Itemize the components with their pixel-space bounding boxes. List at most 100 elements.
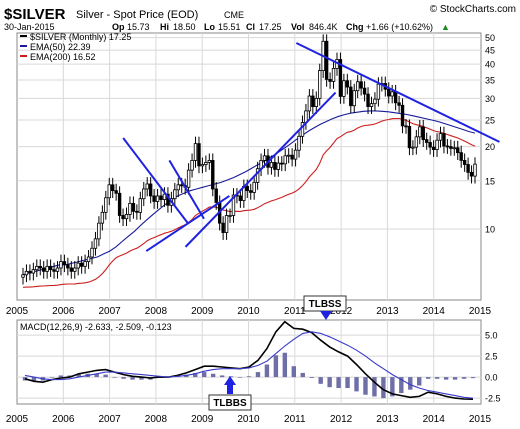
y-tick-label: 10: [485, 224, 495, 234]
tlbss-annotation: TLBSS: [303, 295, 347, 320]
candle-body: [373, 98, 377, 105]
candle-body: [286, 154, 291, 157]
macd-histogram-bar: [282, 352, 288, 378]
candle-body: [207, 160, 212, 163]
macd-histogram-bar: [112, 377, 117, 378]
macd-histogram-bar: [354, 377, 359, 392]
legend-ema200: EMA(200) 16.52: [30, 52, 96, 62]
candle-body: [269, 162, 274, 168]
x-tick-label: 2013: [376, 414, 399, 425]
candle-body: [456, 147, 460, 154]
trendline-downtrend: [295, 42, 500, 143]
candle-body: [359, 81, 363, 89]
candle-body: [473, 163, 477, 177]
macd-histogram-bar: [103, 374, 108, 378]
candle-body: [69, 267, 74, 272]
x-tick-label: 2005: [6, 306, 29, 317]
instrument-name: Silver - Spot Price (EOD): [76, 9, 198, 21]
candle-body: [293, 149, 298, 160]
candle-body: [114, 190, 118, 194]
op-label: Op: [112, 22, 125, 32]
macd-histogram-bar: [318, 377, 323, 384]
candle-body: [249, 190, 253, 193]
candle-body: [273, 162, 277, 170]
macd-histogram-bar: [399, 377, 404, 394]
ema50-line: [22, 110, 476, 276]
candle-body: [376, 83, 381, 100]
candle-body: [466, 164, 470, 173]
macd-histogram-bar: [58, 375, 64, 378]
candle-body: [328, 78, 332, 82]
candle-body: [459, 152, 463, 161]
x-tick-label: 2011: [284, 306, 306, 317]
candle-body: [62, 261, 67, 266]
macd-histogram-bar: [300, 372, 305, 378]
candle-body: [362, 87, 367, 95]
macd-histogram-bar: [94, 373, 99, 378]
candle-body: [21, 274, 25, 278]
macd-histogram-bar: [461, 377, 467, 379]
x-tick-label: 2006: [52, 414, 75, 425]
candle-body: [83, 261, 87, 267]
candle-body: [100, 211, 105, 224]
vol-label: Vol: [291, 22, 304, 32]
candle-body: [93, 238, 98, 249]
candle-body: [238, 195, 243, 201]
macd-histogram-bar: [426, 377, 431, 379]
candle-body: [390, 91, 394, 97]
candle-body: [107, 184, 111, 199]
candle-body: [86, 256, 91, 262]
candle-body: [424, 139, 429, 143]
candle-body: [431, 146, 436, 150]
candle-body: [300, 122, 305, 137]
tlbss-label: TLBSS: [309, 299, 342, 310]
macd-histogram-bar: [273, 355, 279, 378]
candle-body: [245, 186, 249, 192]
candle-body: [311, 95, 315, 107]
macd-lines-layer: [24, 320, 474, 400]
candle-body: [449, 146, 453, 149]
candle-body: [452, 147, 456, 150]
macd-signal-line: [24, 331, 474, 399]
candle-body: [42, 267, 46, 272]
candle-body: [438, 133, 443, 141]
candle-body: [397, 102, 401, 106]
candle-body: [197, 143, 201, 167]
candle-body: [224, 215, 229, 233]
macd-histogram-bar: [470, 377, 476, 379]
candle-body: [345, 80, 350, 88]
candle-body: [314, 97, 318, 107]
price-legend: $SILVER (Monthly) 17.25 EMA(50) 22.39 EM…: [20, 32, 131, 62]
macd-line: [24, 320, 474, 400]
tlbbs-arrow-icon: [224, 376, 236, 385]
x-tick-label: 2015: [469, 306, 492, 317]
candle-body: [400, 104, 405, 127]
legend-swatch-ema200: [20, 55, 27, 57]
candle-body: [152, 195, 156, 202]
candle-body: [90, 247, 94, 258]
hi-value: 18.50: [173, 22, 196, 32]
tlbbs-arrow-stem: [227, 385, 233, 394]
candle-body: [45, 265, 49, 272]
y-tick-label: 30: [485, 94, 495, 104]
candle-body: [283, 155, 287, 165]
legend-ema50: EMA(50) 22.39: [30, 42, 91, 52]
macd-histogram-bar: [443, 377, 449, 380]
lo-label: Lo: [204, 22, 215, 32]
candle-body: [231, 194, 236, 216]
x-tick-label: 2006: [52, 306, 75, 317]
candle-body: [404, 125, 408, 128]
candle-body: [387, 88, 391, 97]
candle-body: [262, 155, 267, 161]
macd-histogram-bar: [336, 377, 341, 389]
x-tick-label: 2008: [145, 306, 168, 317]
macd-histogram-bar: [139, 377, 144, 380]
macd-histogram-bar: [434, 377, 440, 379]
candle-body: [138, 198, 143, 213]
chg-label: Chg: [346, 22, 364, 32]
macd-histogram-bar: [76, 373, 81, 378]
y-tick-label: 35: [485, 76, 495, 86]
candle-body: [411, 146, 415, 149]
candle-body: [28, 270, 32, 274]
